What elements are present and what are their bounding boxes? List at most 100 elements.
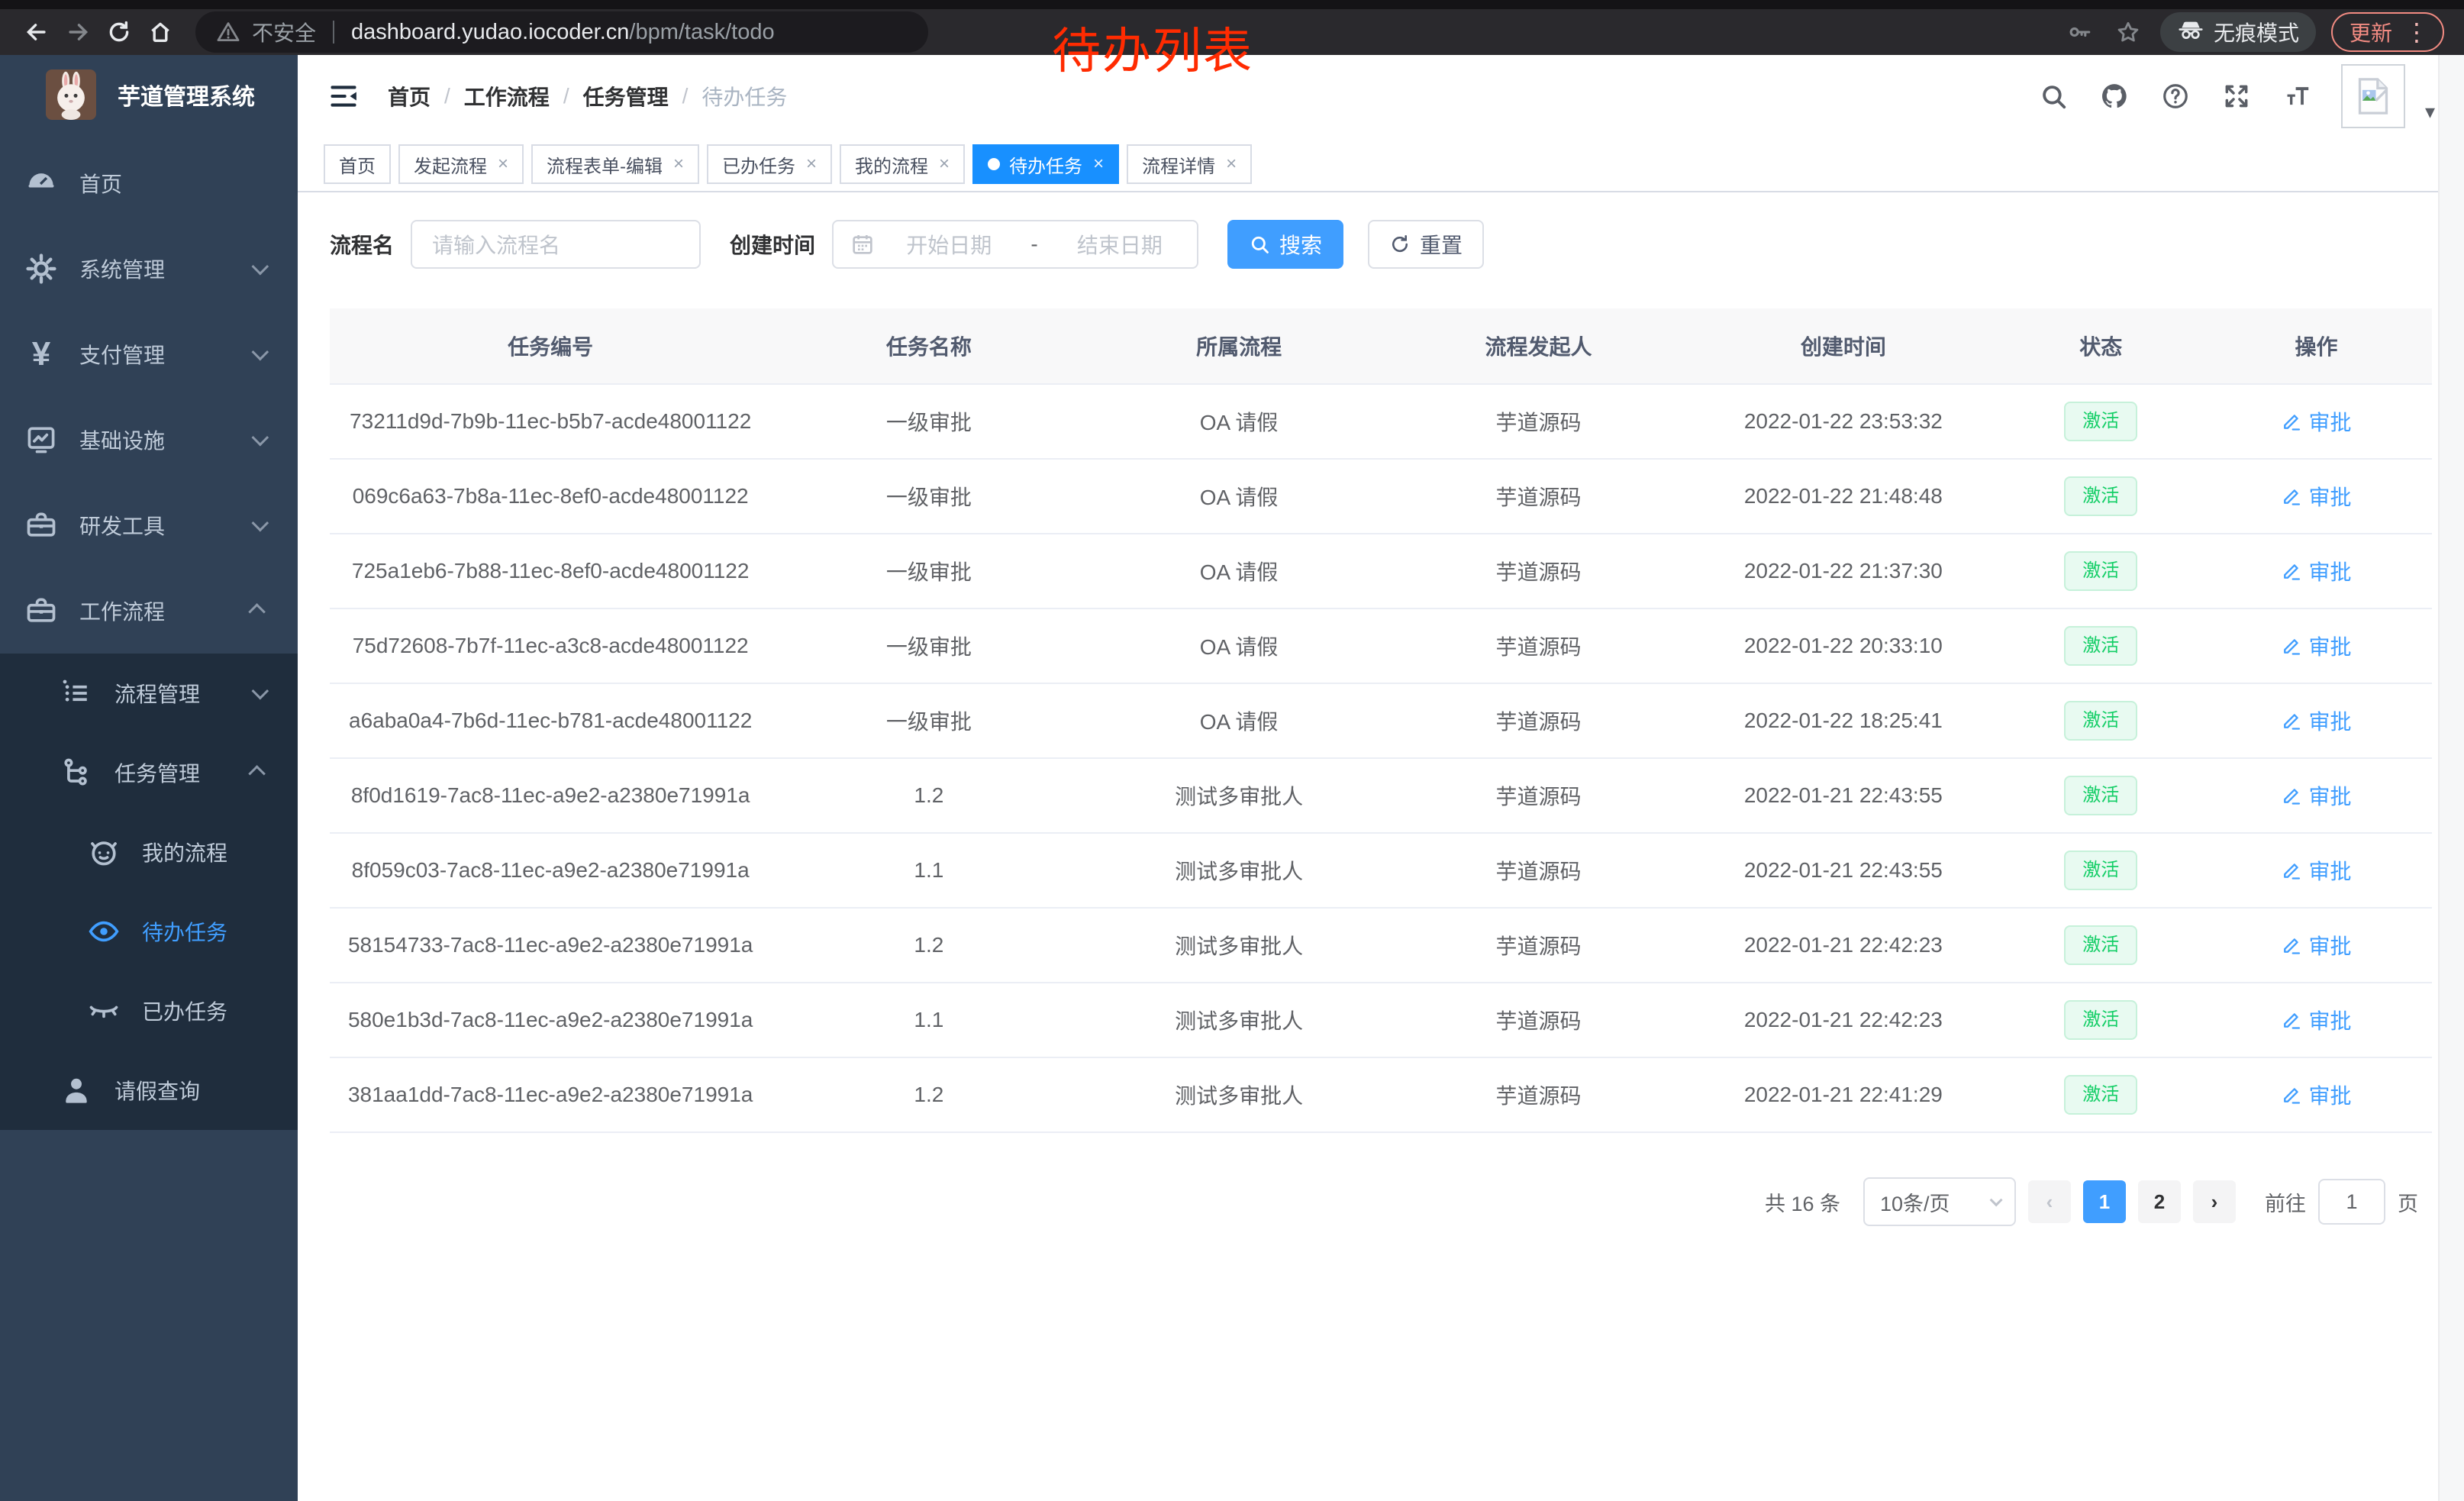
bookmark-star-icon[interactable] (2111, 15, 2145, 49)
cell-create-time: 2022-01-21 22:42:23 (1743, 933, 1943, 957)
cell-task-id: 73211d9d-7b9b-11ec-b5b7-acde48001122 (350, 409, 752, 433)
browser-menu-icon[interactable]: ⋮ (2404, 18, 2429, 46)
close-icon[interactable]: × (1093, 153, 1105, 174)
breadcrumb-item[interactable]: 首页 (388, 86, 431, 109)
approve-link[interactable]: 审批 (2281, 930, 2351, 960)
page-button-2[interactable]: 2 (2138, 1180, 2181, 1223)
sidebar-item-my-process[interactable]: 我的流程 (0, 812, 298, 892)
cell-process: OA 请假 (1199, 710, 1279, 734)
sidebar-item-label: 任务管理 (114, 762, 201, 786)
approve-link[interactable]: 审批 (2281, 406, 2351, 437)
cell-task-name: 一级审批 (885, 560, 972, 584)
next-page-button[interactable]: › (2193, 1180, 2236, 1223)
page-size-select[interactable]: 10条/页 (1863, 1177, 2016, 1226)
cell-starter: 芋道源码 (1495, 560, 1582, 584)
avatar-caret-icon[interactable]: ▾ (2424, 100, 2435, 123)
date-range-input[interactable]: 开始日期 - 结束日期 (832, 220, 1199, 269)
close-icon[interactable]: × (498, 153, 509, 174)
tab-home[interactable]: 首页 (324, 144, 391, 184)
cell-starter: 芋道源码 (1495, 1009, 1582, 1033)
avatar[interactable] (2340, 64, 2405, 128)
fullscreen-icon[interactable] (2219, 79, 2254, 114)
reset-button[interactable]: 重置 (1368, 220, 1485, 269)
sidebar-item-label: 工作流程 (79, 600, 166, 624)
scrollbar-track[interactable] (2438, 55, 2464, 1501)
sidebar-item-leave-query[interactable]: 请假查询 (0, 1051, 298, 1130)
approve-link[interactable]: 审批 (2281, 1080, 2351, 1110)
search-icon[interactable] (2036, 79, 2071, 114)
total-count: 共 16 条 (1764, 1192, 1840, 1215)
tab-process-detail[interactable]: 流程详情 × (1127, 144, 1253, 184)
annotation-title: 待办列表 (1052, 24, 1253, 79)
help-icon[interactable] (2158, 79, 2193, 114)
status-badge: 激活 (2064, 999, 2138, 1041)
sidebar-item-devtools[interactable]: 研发工具 (0, 483, 298, 568)
update-button[interactable]: 更新 ⋮ (2330, 12, 2444, 52)
sidebar-item-todo-task[interactable]: 待办任务 (0, 892, 298, 971)
key-icon[interactable] (2062, 15, 2096, 49)
sidebar-item-done-task[interactable]: 已办任务 (0, 971, 298, 1051)
approve-link[interactable]: 审批 (2281, 855, 2351, 886)
sidebar-item-process-mgmt[interactable]: 流程管理 (0, 654, 298, 733)
tab-label: 已办任务 (722, 156, 796, 177)
sidebar-item-task-mgmt[interactable]: 任务管理 (0, 733, 298, 812)
github-icon[interactable] (2097, 79, 2132, 114)
address-bar[interactable]: 不安全 dashboard.yudao.iocoder.cn/bpm/task/… (195, 11, 928, 53)
breadcrumb-separator: / (563, 84, 569, 108)
breadcrumb-item[interactable]: 任务管理 (582, 86, 669, 109)
breadcrumb-item[interactable]: 工作流程 (463, 86, 550, 109)
sidebar-menu: 首页 系统管理 ¥ 支付管理 基础设施 研发工具工作流程 (0, 140, 298, 654)
approve-link[interactable]: 审批 (2281, 481, 2351, 512)
table-row: 8f059c03-7ac8-11ec-a9e2-a2380e71991a 1.1 测… (330, 834, 2432, 909)
sidebar-item-workflow[interactable]: 工作流程 (0, 568, 298, 654)
broken-image-icon (2358, 78, 2388, 115)
table-row: 8f0d1619-7ac8-11ec-a9e2-a2380e71991a 1.2 测… (330, 759, 2432, 834)
approve-link[interactable]: 审批 (2281, 631, 2351, 661)
table-body: 73211d9d-7b9b-11ec-b5b7-acde48001122 一级审批… (330, 385, 2432, 1133)
app-title: 芋道管理系统 (118, 85, 255, 110)
search-button[interactable]: 搜索 (1227, 220, 1344, 269)
forward-icon[interactable] (61, 15, 95, 49)
table-row: a6aba0a4-7b6d-11ec-b781-acde48001122 一级审批… (330, 684, 2432, 759)
sidebar-item-infra[interactable]: 基础设施 (0, 397, 298, 483)
not-secure-warning-icon[interactable] (215, 15, 241, 49)
tab-done-task[interactable]: 已办任务 × (707, 144, 833, 184)
close-icon[interactable]: × (673, 153, 685, 174)
process-name-input[interactable]: 请输入流程名 (411, 220, 701, 269)
sidebar-item-system[interactable]: 系统管理 (0, 226, 298, 311)
font-size-icon[interactable] (2280, 79, 2315, 114)
close-icon[interactable]: × (939, 153, 950, 174)
approve-link[interactable]: 审批 (2281, 780, 2351, 811)
gear-icon (23, 250, 60, 287)
tab-start-process[interactable]: 发起流程 × (398, 144, 524, 184)
sidebar-item-payment[interactable]: ¥ 支付管理 (0, 311, 298, 397)
sidebar-item-home[interactable]: 首页 (0, 140, 298, 226)
cell-task-id: 725a1eb6-7b88-11ec-8ef0-acde48001122 (351, 559, 750, 583)
calendar-icon (853, 235, 872, 254)
briefcase-icon (23, 592, 60, 629)
reload-icon[interactable] (102, 15, 136, 49)
navbar: 首页 / 工作流程 / 任务管理 / 待办任务 ▾ (298, 55, 2464, 137)
close-icon[interactable]: × (1226, 153, 1237, 174)
app-logo[interactable]: 芋道管理系统 (0, 55, 298, 134)
cell-create-time: 2022-01-21 22:43:55 (1743, 858, 1943, 882)
approve-link[interactable]: 审批 (2281, 1005, 2351, 1035)
back-icon[interactable] (20, 15, 53, 49)
browser-toolbar: 不安全 dashboard.yudao.iocoder.cn/bpm/task/… (0, 9, 2464, 55)
page-button-1[interactable]: 1 (2083, 1180, 2126, 1223)
home-icon[interactable] (144, 15, 177, 49)
cell-action: 审批 (2201, 705, 2432, 737)
tab-form-edit[interactable]: 流程表单-编辑 × (531, 144, 700, 184)
table-row: 75d72608-7b7f-11ec-a3c8-acde48001122 一级审批… (330, 609, 2432, 684)
approve-link[interactable]: 审批 (2281, 556, 2351, 586)
sidebar-collapse-button[interactable] (327, 79, 360, 113)
close-icon[interactable]: × (806, 153, 818, 174)
tab-my-process[interactable]: 我的流程 × (840, 144, 966, 184)
tab-todo-task[interactable]: 待办任务 × (972, 144, 1120, 184)
column-header: 任务名称 (885, 335, 972, 359)
prev-page-button[interactable]: ‹ (2028, 1180, 2071, 1223)
cell-status: 激活 (2001, 775, 2201, 816)
goto-page-input[interactable]: 1 (2318, 1179, 2385, 1225)
approve-link[interactable]: 审批 (2281, 705, 2351, 736)
